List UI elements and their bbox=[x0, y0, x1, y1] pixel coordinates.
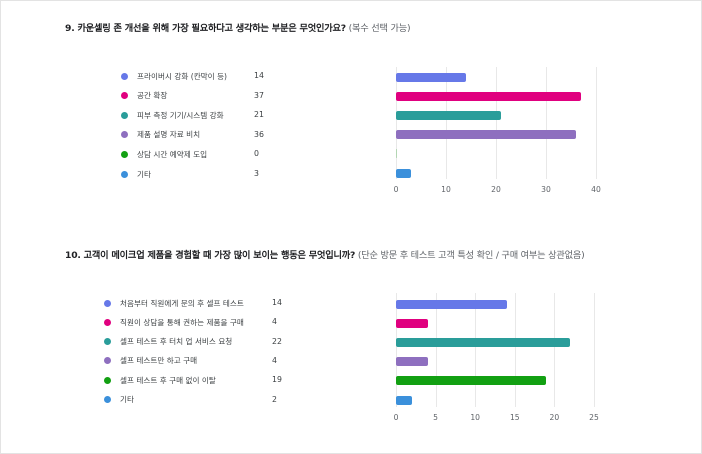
legend-item: 피부 측정 기기/시스템 강화 bbox=[121, 108, 224, 122]
legend-color-dot-icon bbox=[104, 396, 111, 403]
legend-color-dot-icon bbox=[104, 357, 111, 365]
legend-count: 3 bbox=[254, 169, 259, 178]
legend-count: 37 bbox=[254, 90, 264, 100]
bar bbox=[396, 130, 576, 140]
x-axis-tick-label: 40 bbox=[591, 185, 601, 194]
question-10-text: 10. 고객이 메이크업 제품을 경험할 때 가장 많이 보이는 행동은 무엇입… bbox=[65, 250, 356, 261]
question-10-title: 10. 고객이 메이크업 제품을 경험할 때 가장 많이 보이는 행동은 무엇입… bbox=[65, 247, 585, 261]
legend-item: 기타 bbox=[121, 167, 151, 181]
legend-item: 셀프 테스트 후 구매 없이 이탈 bbox=[104, 373, 216, 387]
gridline bbox=[596, 67, 597, 179]
question-9-note: (복수 선택 가능) bbox=[348, 23, 411, 34]
legend-color-dot-icon bbox=[121, 150, 128, 158]
legend-item: 처음부터 직원에게 문의 후 셀프 테스트 bbox=[104, 296, 244, 310]
legend-label: 제품 설명 자료 비치 bbox=[137, 130, 201, 140]
gridline bbox=[514, 293, 516, 407]
legend-color-dot-icon bbox=[121, 131, 128, 139]
bar bbox=[396, 149, 397, 159]
x-axis-tick-label: 5 bbox=[433, 413, 439, 422]
question-10-note: (단순 방문 후 테스트 고객 특성 확인 / 구매 여부는 상관없음) bbox=[357, 250, 585, 261]
legend-label: 프라이버시 강화 (칸막이 등) bbox=[137, 71, 228, 81]
legend-item: 공간 확장 bbox=[121, 89, 167, 103]
x-axis-tick-label: 25 bbox=[589, 413, 599, 422]
bar bbox=[396, 91, 581, 101]
legend-color-dot-icon bbox=[104, 338, 111, 346]
legend-count: 2 bbox=[272, 394, 277, 404]
legend-item: 셀프 테스트 후 터치 업 서비스 요청 bbox=[104, 335, 232, 349]
x-axis-tick-label: 10 bbox=[470, 413, 481, 422]
legend-item: 직원이 상담을 통해 권하는 제품을 구매 bbox=[104, 315, 244, 329]
legend-color-dot-icon bbox=[121, 92, 128, 100]
bar bbox=[396, 318, 428, 328]
legend-item: 셀프 테스트만 하고 구매 bbox=[104, 354, 197, 368]
x-axis-tick-label: 0 bbox=[393, 185, 399, 194]
legend-label: 셀프 테스트 후 터치 업 서비스 요청 bbox=[120, 337, 233, 347]
legend-color-dot-icon bbox=[121, 111, 128, 119]
bar bbox=[396, 337, 571, 347]
legend-color-dot-icon bbox=[121, 72, 128, 80]
gridline bbox=[546, 67, 547, 179]
legend-color-dot-icon bbox=[121, 170, 128, 178]
legend-item: 기타 bbox=[104, 393, 134, 407]
legend-count: 21 bbox=[254, 110, 264, 120]
bar bbox=[396, 168, 411, 178]
legend-item: 제품 설명 자료 비치 bbox=[121, 128, 200, 142]
bar bbox=[396, 357, 428, 367]
legend-color-dot-icon bbox=[104, 318, 111, 326]
x-axis-tick-label: 10 bbox=[441, 185, 451, 194]
legend-count: 14 bbox=[272, 298, 282, 307]
legend-count: 36 bbox=[254, 129, 264, 139]
legend-label: 피부 측정 기기/시스템 강화 bbox=[137, 110, 224, 120]
legend-label: 기타 bbox=[120, 395, 134, 404]
question-10-legend: 처음부터 직원에게 문의 후 셀프 테스트 14 직원이 상담을 통해 권하는 제품… bbox=[104, 296, 304, 416]
gridline bbox=[554, 293, 556, 407]
legend-color-dot-icon bbox=[104, 299, 111, 307]
legend-count: 14 bbox=[254, 71, 264, 80]
gridline bbox=[435, 293, 437, 407]
legend-label: 직원이 상담을 통해 권하는 제품을 구매 bbox=[120, 317, 244, 327]
legend-count: 22 bbox=[272, 336, 282, 346]
question-9-bar-chart: 0 10 20 30 40 bbox=[394, 67, 601, 194]
gridline bbox=[396, 293, 397, 407]
legend-count: 0 bbox=[254, 149, 259, 159]
gridline bbox=[475, 293, 477, 407]
x-axis-tick-label: 20 bbox=[491, 185, 501, 194]
legend-count: 4 bbox=[272, 317, 277, 327]
legend-count: 19 bbox=[272, 375, 282, 385]
gridline bbox=[446, 67, 447, 179]
bar bbox=[396, 72, 466, 82]
x-axis-tick-label: 30 bbox=[541, 185, 551, 194]
legend-label: 공간 확장 bbox=[137, 91, 168, 101]
x-axis-tick-label: 15 bbox=[509, 413, 520, 422]
question-9-legend: 프라이버시 강화 (칸막이 등) 14 공간 확장 37 피부 측정 기기/시스템 강화… bbox=[121, 69, 321, 189]
bar bbox=[396, 376, 547, 386]
legend-label: 기타 bbox=[137, 169, 151, 179]
bar bbox=[396, 110, 501, 120]
bar bbox=[396, 395, 412, 405]
question-9-title: 9. 카운셀링 존 개선을 위해 가장 필요하다고 생각하는 부분은 무엇인가요… bbox=[65, 20, 411, 34]
x-axis-tick-label: 20 bbox=[549, 413, 560, 422]
legend-label: 상담 시간 예약제 도입 bbox=[137, 149, 208, 159]
gridline bbox=[396, 67, 397, 179]
legend-count: 4 bbox=[272, 355, 277, 365]
legend-label: 처음부터 직원에게 문의 후 셀프 테스트 bbox=[120, 298, 244, 308]
legend-item: 상담 시간 예약제 도입 bbox=[121, 147, 207, 161]
gridline bbox=[496, 67, 497, 179]
legend-item: 프라이버시 강화 (칸막이 등) bbox=[121, 69, 227, 83]
legend-label: 셀프 테스트 후 구매 없이 이탈 bbox=[120, 375, 216, 385]
x-axis-tick-label: 0 bbox=[393, 413, 399, 422]
legend-label: 셀프 테스트만 하고 구매 bbox=[120, 356, 198, 366]
question-10-bar-chart: 0 5 10 15 20 25 bbox=[394, 293, 599, 422]
legend-color-dot-icon bbox=[104, 376, 111, 384]
bar bbox=[396, 299, 507, 309]
gridline bbox=[594, 293, 595, 407]
question-9-text: 9. 카운셀링 존 개선을 위해 가장 필요하다고 생각하는 부분은 무엇인가요… bbox=[65, 23, 346, 34]
